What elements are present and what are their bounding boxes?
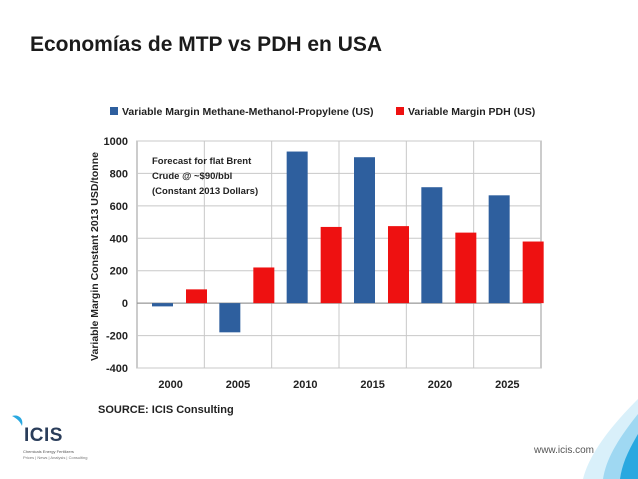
y-tick-label: -400 xyxy=(106,363,128,375)
legend-swatch xyxy=(110,107,118,115)
y-tick-label: -200 xyxy=(106,331,128,343)
bar-pdh-2015 xyxy=(388,226,409,304)
chart-annotation: Forecast for flat Brent Crude @ ~$90/bbl (… xyxy=(152,156,258,197)
bar-pdh-2010 xyxy=(320,226,342,304)
bar-mtp-2020 xyxy=(421,187,443,304)
bar-mtp-2010 xyxy=(286,151,308,304)
legend-label: Variable Margin PDH (US) xyxy=(408,106,535,118)
legend-label: Variable Margin Methane-Methanol-Propyle… xyxy=(122,106,373,118)
logo-services: Prices | News | Analysis | Consulting xyxy=(23,455,88,460)
bar-mtp-2025 xyxy=(488,195,510,304)
bar-pdh-2005 xyxy=(253,267,275,304)
y-axis-ticks: -400 -200 0 200 400 600 800 1000 xyxy=(104,136,128,375)
bar-mtp-2015 xyxy=(354,157,375,304)
logo-tagline: Chemicals Energy Fertilizers xyxy=(23,449,74,454)
logo-word: ICIS xyxy=(24,425,63,446)
x-tick-label: 2000 xyxy=(158,379,182,391)
y-tick-label: 0 xyxy=(122,298,128,310)
legend-swatch xyxy=(396,107,404,115)
y-tick-label: 400 xyxy=(110,233,128,245)
y-tick-label: 600 xyxy=(110,201,128,213)
annotation-line: Forecast for flat Brent xyxy=(152,156,252,167)
corner-decoration-icon xyxy=(583,399,638,479)
logo-mark-icon xyxy=(12,415,23,426)
chart-legend: Variable Margin Methane-Methanol-Propyle… xyxy=(110,106,535,118)
footer-url[interactable]: www.icis.com xyxy=(533,445,594,456)
bar-pdh-2025 xyxy=(522,241,544,304)
x-tick-label: 2020 xyxy=(428,379,452,391)
slide-title: Economías de MTP vs PDH en USA xyxy=(30,33,383,56)
y-axis-label-group: Variable Margin Constant 2013 USD/tonne xyxy=(89,152,101,361)
bar-pdh-2000 xyxy=(186,289,207,304)
bar-pdh-2020 xyxy=(455,232,477,304)
y-tick-label: 800 xyxy=(110,168,128,180)
annotation-line: (Constant 2013 Dollars) xyxy=(152,186,258,197)
bar-mtp-2000 xyxy=(152,303,173,307)
chart-source: SOURCE: ICIS Consulting xyxy=(98,404,234,416)
x-tick-label: 2005 xyxy=(226,379,250,391)
x-tick-label: 2025 xyxy=(495,379,519,391)
icis-logo: ICIS Chemicals Energy Fertilizers Prices… xyxy=(10,412,130,467)
chart-bars xyxy=(152,151,544,333)
y-tick-label: 200 xyxy=(110,266,128,278)
x-axis-ticks: 2000 2005 2010 2015 2020 2025 xyxy=(158,379,519,391)
source-label: SOURCE: ICIS Consulting xyxy=(98,404,234,416)
bar-mtp-2005 xyxy=(219,303,241,333)
x-tick-label: 2010 xyxy=(293,379,317,391)
y-tick-label: 1000 xyxy=(104,136,128,148)
y-axis-label: Variable Margin Constant 2013 USD/tonne xyxy=(89,152,101,361)
annotation-line: Crude @ ~$90/bbl xyxy=(152,171,232,182)
x-tick-label: 2015 xyxy=(360,379,384,391)
